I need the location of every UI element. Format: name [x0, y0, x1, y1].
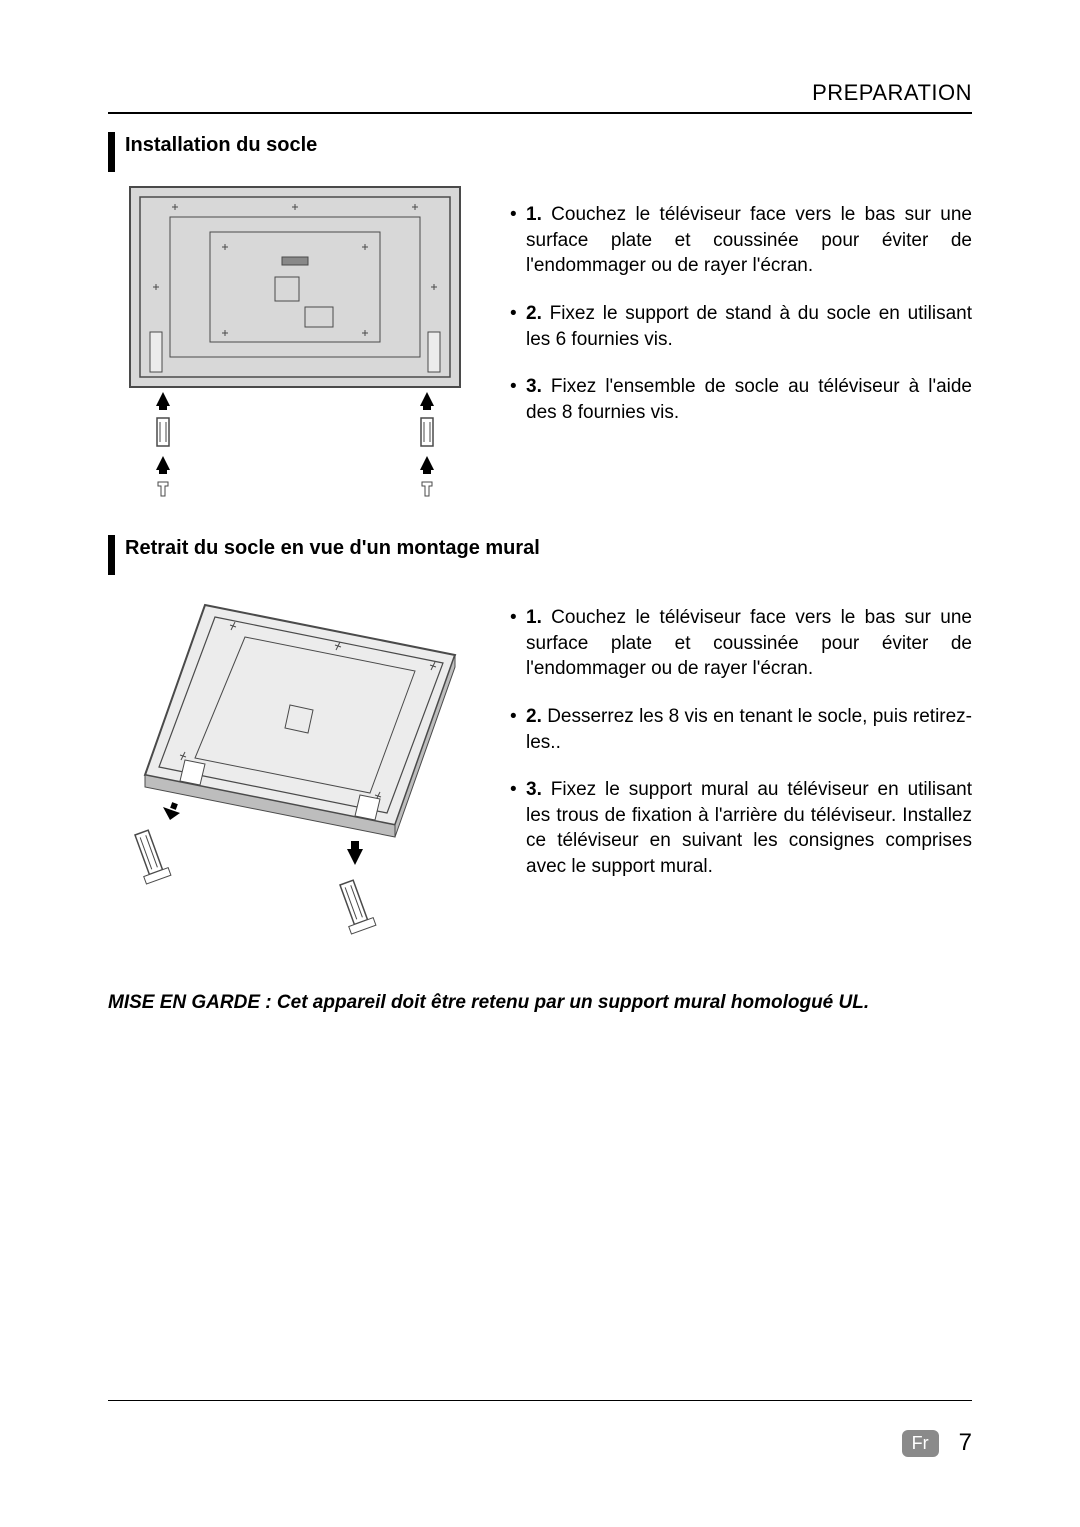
step-text: Desserrez les 8 vis en tenant le socle, … [526, 706, 972, 753]
section1-title-row: Installation du socle [108, 132, 972, 172]
step-text: Couchez le téléviseur face vers le bas s… [526, 607, 972, 679]
section2-steps: 1. Couchez le téléviseur face vers le ba… [510, 585, 972, 902]
section2-step: 2. Desserrez les 8 vis en tenant le socl… [510, 704, 972, 755]
section2-bar-icon [108, 535, 115, 575]
header-title: PREPARATION [812, 80, 972, 105]
step-text: Couchez le téléviseur face vers le bas s… [526, 204, 972, 276]
section1-step: 2. Fixez le support de stand à du socle … [510, 301, 972, 352]
section1-diagram [125, 182, 465, 507]
step-text: Fixez le support de stand à du socle en … [526, 303, 972, 350]
step-num: 2. [526, 706, 542, 727]
section1-body: 1. Couchez le téléviseur face vers le ba… [125, 182, 972, 507]
lang-badge: Fr [902, 1430, 939, 1457]
section2-diagram [125, 585, 465, 950]
section2-title: Retrait du socle en vue d'un montage mur… [125, 535, 540, 560]
section2-step: 1. Couchez le téléviseur face vers le ba… [510, 605, 972, 682]
section1-step: 3. Fixez l'ensemble de socle au télévise… [510, 374, 972, 425]
step-num: 3. [526, 779, 542, 800]
step-text: Fixez l'ensemble de socle au téléviseur … [526, 376, 972, 423]
section2-step: 3. Fixez le support mural au téléviseur … [510, 777, 972, 880]
step-text: Fixez le support mural au téléviseur en … [526, 779, 972, 877]
warning-text: MISE EN GARDE : Cet appareil doit être r… [108, 990, 972, 1016]
step-num: 3. [526, 376, 542, 397]
section2-body: 1. Couchez le téléviseur face vers le ba… [125, 585, 972, 950]
page-number: 7 [959, 1429, 972, 1457]
page-header: PREPARATION [108, 80, 972, 114]
section1-bar-icon [108, 132, 115, 172]
section1-steps: 1. Couchez le téléviseur face vers le ba… [510, 182, 972, 447]
section1-step: 1. Couchez le téléviseur face vers le ba… [510, 202, 972, 279]
section1-title: Installation du socle [125, 132, 317, 157]
page-footer: Fr 7 [108, 1400, 972, 1457]
step-num: 1. [526, 204, 542, 225]
section2-title-row: Retrait du socle en vue d'un montage mur… [108, 535, 972, 575]
step-num: 1. [526, 607, 542, 628]
step-num: 2. [526, 303, 542, 324]
